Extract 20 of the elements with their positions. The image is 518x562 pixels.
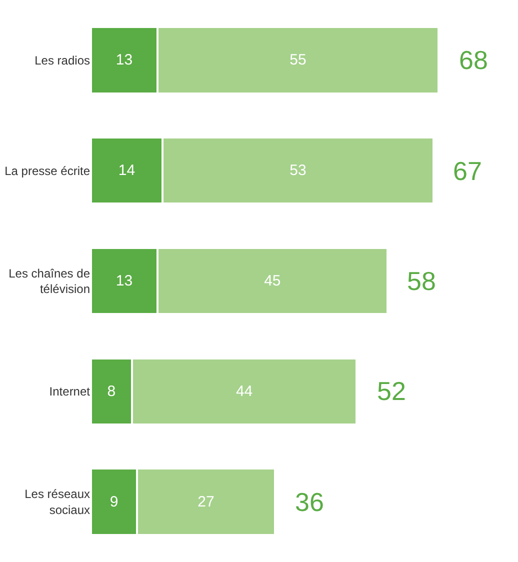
data-label: 13 [116,272,133,290]
data-label: 44 [236,382,253,400]
y-tick-label: Les réseaux sociaux [24,487,90,517]
data-label: 53 [290,162,306,180]
data-label: 9 [110,493,118,510]
y-tick-label: Les chaînes de télévision [8,266,90,296]
total-label: 67 [453,156,482,186]
total-label: 52 [377,376,406,406]
y-tick-label: Les radios [34,53,90,68]
data-label: 45 [264,272,281,290]
data-label: 27 [198,493,214,510]
data-label: 14 [118,162,136,180]
total-label: 68 [459,45,488,75]
y-tick-label: Internet [49,384,91,399]
data-label: 13 [116,52,133,69]
data-label: 8 [107,382,116,400]
data-label: 55 [290,52,306,69]
y-tick-label: La presse écrite [4,164,90,178]
total-label: 58 [407,266,436,296]
total-label: 36 [295,487,324,517]
